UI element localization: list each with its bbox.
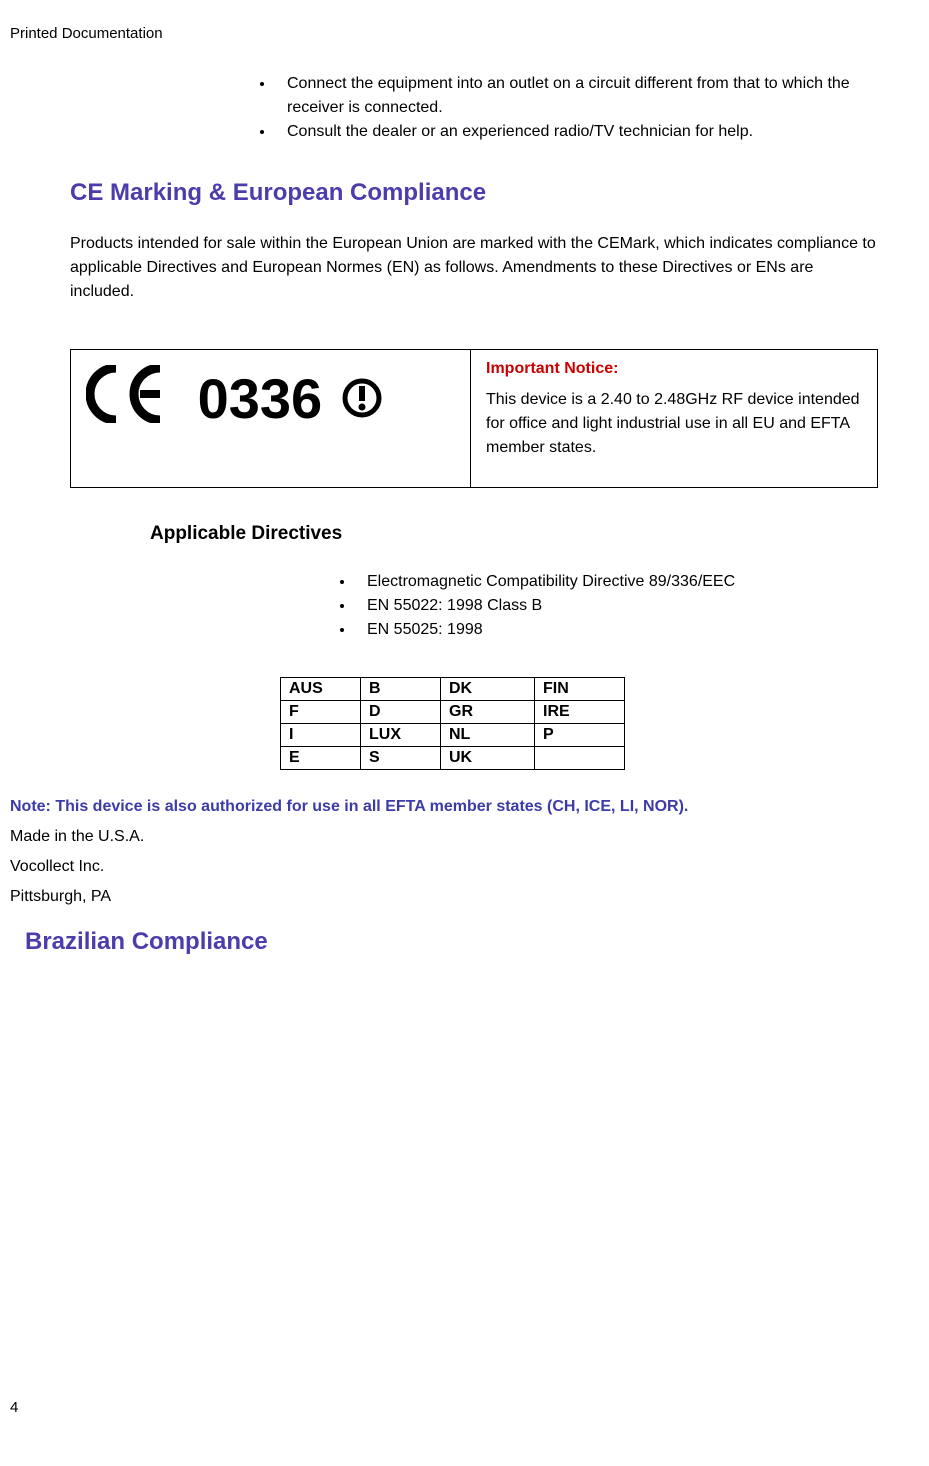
table-cell: I bbox=[281, 724, 361, 747]
table-cell: LUX bbox=[361, 724, 441, 747]
ce-body-text: Products intended for sale within the Eu… bbox=[70, 232, 879, 304]
location-text: Pittsburgh, PA bbox=[10, 888, 879, 906]
table-row: E S UK bbox=[281, 747, 625, 770]
directives-list: Electromagnetic Compatibility Directive … bbox=[355, 570, 879, 642]
page-number: 4 bbox=[10, 1399, 18, 1416]
notice-body: This device is a 2.40 to 2.48GHz RF devi… bbox=[486, 388, 867, 460]
table-cell: IRE bbox=[535, 701, 625, 724]
table-cell: DK bbox=[441, 678, 535, 701]
table-cell: UK bbox=[441, 747, 535, 770]
list-item: EN 55022: 1998 Class B bbox=[355, 594, 879, 618]
table-row: I LUX NL P bbox=[281, 724, 625, 747]
table-cell: NL bbox=[441, 724, 535, 747]
directives-heading: Applicable Directives bbox=[150, 523, 879, 545]
country-table: AUS B DK FIN F D GR IRE I LUX NL P E S U… bbox=[280, 677, 625, 770]
document-header: Printed Documentation bbox=[10, 25, 879, 42]
list-item: Connect the equipment into an outlet on … bbox=[275, 72, 879, 120]
top-bullet-list: Connect the equipment into an outlet on … bbox=[275, 72, 879, 144]
company-text: Vocollect Inc. bbox=[10, 858, 879, 876]
table-row: AUS B DK FIN bbox=[281, 678, 625, 701]
table-row: F D GR IRE bbox=[281, 701, 625, 724]
made-in-text: Made in the U.S.A. bbox=[10, 828, 879, 846]
table-cell: B bbox=[361, 678, 441, 701]
notice-table: 0336 Important Notice: This device is a … bbox=[70, 349, 878, 488]
table-cell: S bbox=[361, 747, 441, 770]
table-cell: E bbox=[281, 747, 361, 770]
table-cell: AUS bbox=[281, 678, 361, 701]
notice-title: Important Notice: bbox=[486, 360, 867, 378]
table-cell: D bbox=[361, 701, 441, 724]
ce-heading: CE Marking & European Compliance bbox=[70, 179, 879, 207]
exclamation-icon bbox=[342, 371, 382, 427]
list-item: Electromagnetic Compatibility Directive … bbox=[355, 570, 879, 594]
ce-logo-icon bbox=[86, 365, 174, 432]
list-item: EN 55025: 1998 bbox=[355, 618, 879, 642]
table-cell: P bbox=[535, 724, 625, 747]
ce-number: 0336 bbox=[190, 367, 323, 430]
notice-cell: Important Notice: This device is a 2.40 … bbox=[471, 350, 878, 488]
ce-mark-cell: 0336 bbox=[71, 350, 471, 488]
table-cell: GR bbox=[441, 701, 535, 724]
brazil-heading: Brazilian Compliance bbox=[25, 928, 879, 956]
list-item: Consult the dealer or an experienced rad… bbox=[275, 120, 879, 144]
efta-note: Note: This device is also authorized for… bbox=[10, 798, 879, 816]
table-cell bbox=[535, 747, 625, 770]
table-cell: F bbox=[281, 701, 361, 724]
table-cell: FIN bbox=[535, 678, 625, 701]
